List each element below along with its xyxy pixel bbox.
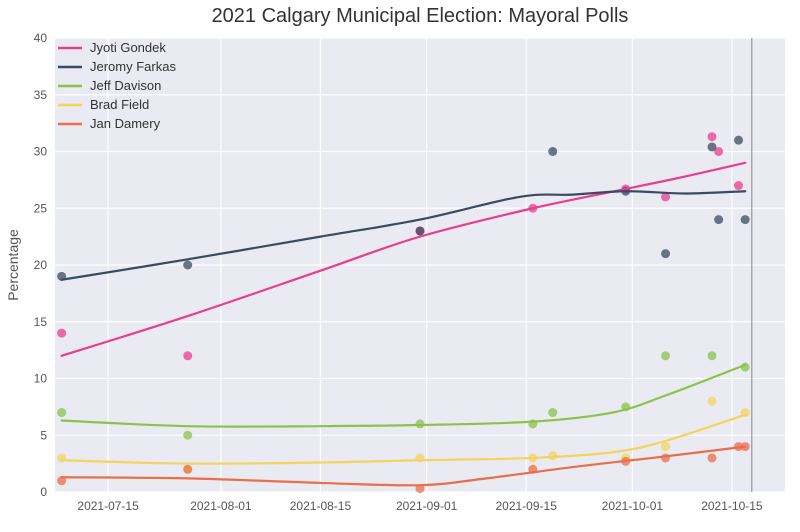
legend-label: Jyoti Gondek [90,40,166,55]
legend-label: Jeff Davison [90,78,161,93]
x-tick-label: 2021-09-15 [495,499,557,513]
legend-label: Jan Damery [90,116,161,131]
y-axis-label: Percentage [5,229,21,301]
y-tick-label: 35 [34,88,48,102]
poll-point [661,453,670,462]
poll-chart: 0 5 10 15 20 25 30 35 40 2021-07-15 2021-08-01 2021… [0,0,800,532]
poll-point [741,215,750,224]
legend-label: Jeromy Farkas [90,59,176,74]
y-tick-label: 15 [34,315,48,329]
poll-point [708,397,717,406]
legend-label: Brad Field [90,97,149,112]
y-tick-label: 30 [34,145,48,159]
x-tick-label: 2021-07-15 [77,499,139,513]
poll-point [548,451,557,460]
y-tick-label: 40 [34,31,48,45]
poll-point [734,181,743,190]
x-tick-label: 2021-08-15 [290,499,352,513]
poll-point [708,132,717,141]
x-tick-label: 2021-08-01 [190,499,252,513]
poll-point [183,431,192,440]
y-tick-label: 25 [34,201,48,215]
poll-point [183,261,192,270]
poll-point [661,249,670,258]
poll-point [708,453,717,462]
poll-point [708,351,717,360]
y-tick-label: 20 [34,258,48,272]
x-tick-label: 2021-10-01 [602,499,664,513]
poll-point [57,329,66,338]
poll-point [708,142,717,151]
poll-point [548,408,557,417]
poll-point [416,226,425,235]
poll-point [734,136,743,145]
chart-title: 2021 Calgary Municipal Election: Mayoral… [212,5,629,27]
poll-point [183,465,192,474]
poll-point [661,442,670,451]
poll-point [548,147,557,156]
y-tick-label: 5 [40,428,47,442]
poll-point [183,351,192,360]
y-tick-label: 10 [34,372,48,386]
poll-point [57,408,66,417]
poll-point [661,351,670,360]
x-tick-label: 2021-09-01 [396,499,458,513]
x-tick-label: 2021-10-15 [701,499,763,513]
y-tick-label: 0 [40,485,47,499]
chart-container: 0 5 10 15 20 25 30 35 40 2021-07-15 2021-08-01 2021… [0,0,800,532]
poll-point [714,215,723,224]
